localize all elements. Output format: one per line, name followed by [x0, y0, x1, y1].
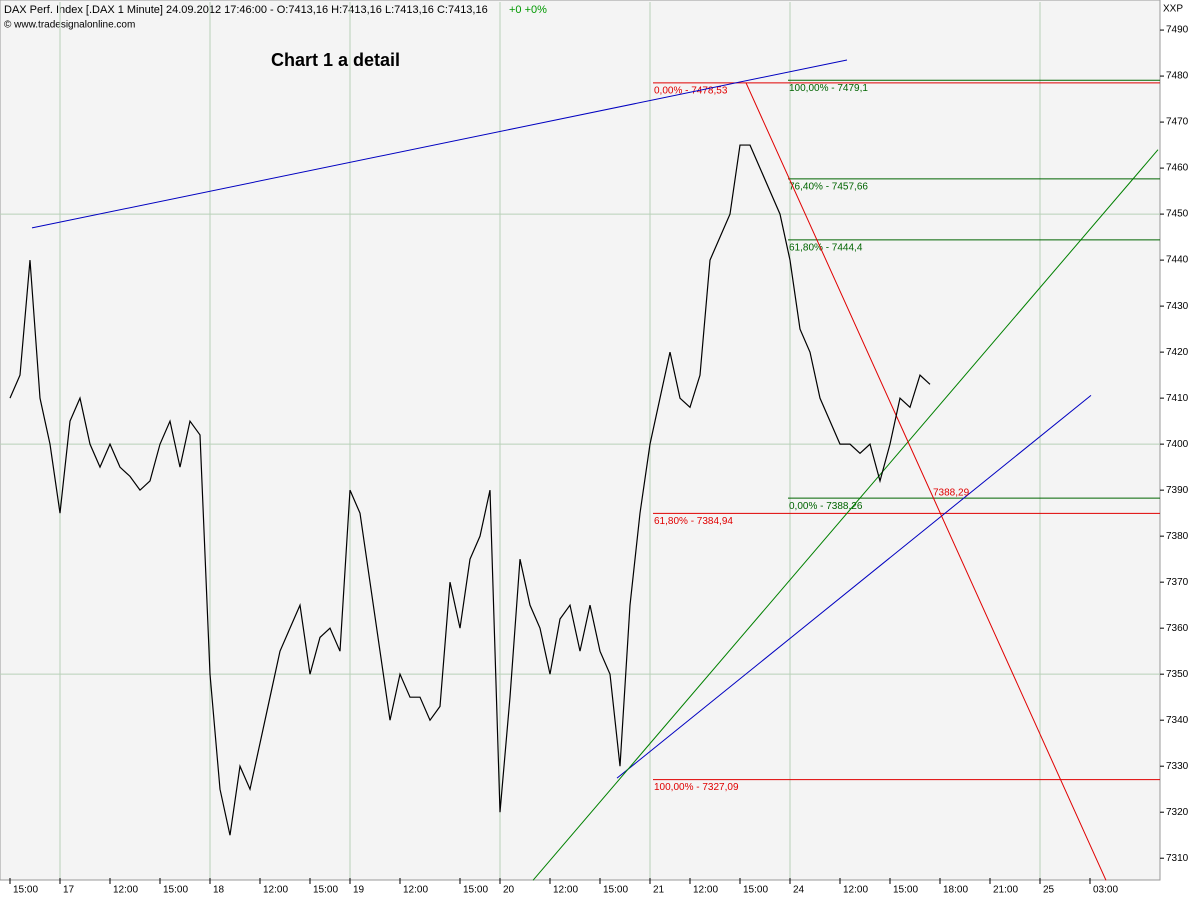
fib-label: 76,40% - 7457,66 — [789, 181, 868, 192]
x-tick-label: 15:00 — [313, 885, 338, 896]
x-tick-label: 15:00 — [13, 885, 38, 896]
fib-label: 61,80% - 7444,4 — [789, 243, 863, 254]
fib-label: 0,00% - 7388,26 — [789, 501, 863, 512]
y-tick-label: 7350 — [1166, 669, 1189, 680]
trend-line — [745, 82, 1107, 881]
y-tick-label: 7380 — [1166, 531, 1189, 542]
x-tick-label: 12:00 — [693, 885, 718, 896]
trend-line — [532, 149, 1159, 881]
y-tick-label: 7470 — [1166, 117, 1189, 128]
y-tick-label: 7440 — [1166, 255, 1189, 266]
x-tick-label: 19 — [353, 885, 365, 896]
marker-label: 7388,29 — [933, 488, 970, 499]
fib-label: 100,00% - 7327,09 — [654, 782, 739, 793]
y-tick-label: 7340 — [1166, 715, 1189, 726]
x-tick-label: 15:00 — [463, 885, 488, 896]
y-tick-label: 7460 — [1166, 163, 1189, 174]
x-tick-label: 18 — [213, 885, 225, 896]
x-tick-label: 12:00 — [403, 885, 428, 896]
x-tick-label: 15:00 — [893, 885, 918, 896]
x-tick-label: 24 — [793, 885, 805, 896]
y-tick-label: 7370 — [1166, 577, 1189, 588]
y-tick-label: 7390 — [1166, 485, 1189, 496]
x-tick-label: 12:00 — [553, 885, 578, 896]
y-tick-label: 7450 — [1166, 209, 1189, 220]
fib-label: 0,00% - 7478,53 — [654, 85, 728, 96]
y-tick-label: 7330 — [1166, 761, 1189, 772]
y-tick-label: 7320 — [1166, 807, 1189, 818]
x-tick-label: 15:00 — [163, 885, 188, 896]
fib-label: 100,00% - 7479,1 — [789, 83, 868, 94]
x-tick-label: 12:00 — [263, 885, 288, 896]
x-tick-label: 21:00 — [993, 885, 1018, 896]
x-tick-label: 12:00 — [843, 885, 868, 896]
y-tick-label: 7430 — [1166, 301, 1189, 312]
x-tick-label: 15:00 — [743, 885, 768, 896]
x-tick-label: 03:00 — [1093, 885, 1118, 896]
y-tick-label: 7310 — [1166, 853, 1189, 864]
y-tick-label: 7480 — [1166, 71, 1189, 82]
x-tick-label: 21 — [653, 885, 665, 896]
header: DAX Perf. Index [.DAX 1 Minute] 24.09.20… — [4, 4, 488, 16]
trend-line — [616, 394, 1092, 779]
x-tick-label: 12:00 — [113, 885, 138, 896]
x-tick-label: 15:00 — [603, 885, 628, 896]
x-tick-label: 25 — [1043, 885, 1055, 896]
header-change: +0 +0% — [509, 4, 547, 16]
x-tick-label: 20 — [503, 885, 515, 896]
y-tick-label: 7490 — [1166, 25, 1189, 36]
fib-label: 61,80% - 7384,94 — [654, 516, 733, 527]
x-tick-label: 18:00 — [943, 885, 968, 896]
y-tick-label: 7420 — [1166, 347, 1189, 358]
axis-name: XXP — [1163, 4, 1183, 15]
x-tick-label: 17 — [63, 885, 75, 896]
trend-line — [31, 59, 848, 229]
copyright: © www.tradesignalonline.com — [4, 20, 135, 31]
y-tick-label: 7410 — [1166, 393, 1189, 404]
y-tick-label: 7400 — [1166, 439, 1189, 450]
chart-title: Chart 1 a detail — [271, 50, 400, 70]
plot-area — [0, 0, 1161, 881]
y-tick-label: 7360 — [1166, 623, 1189, 634]
price-line — [9, 144, 931, 836]
